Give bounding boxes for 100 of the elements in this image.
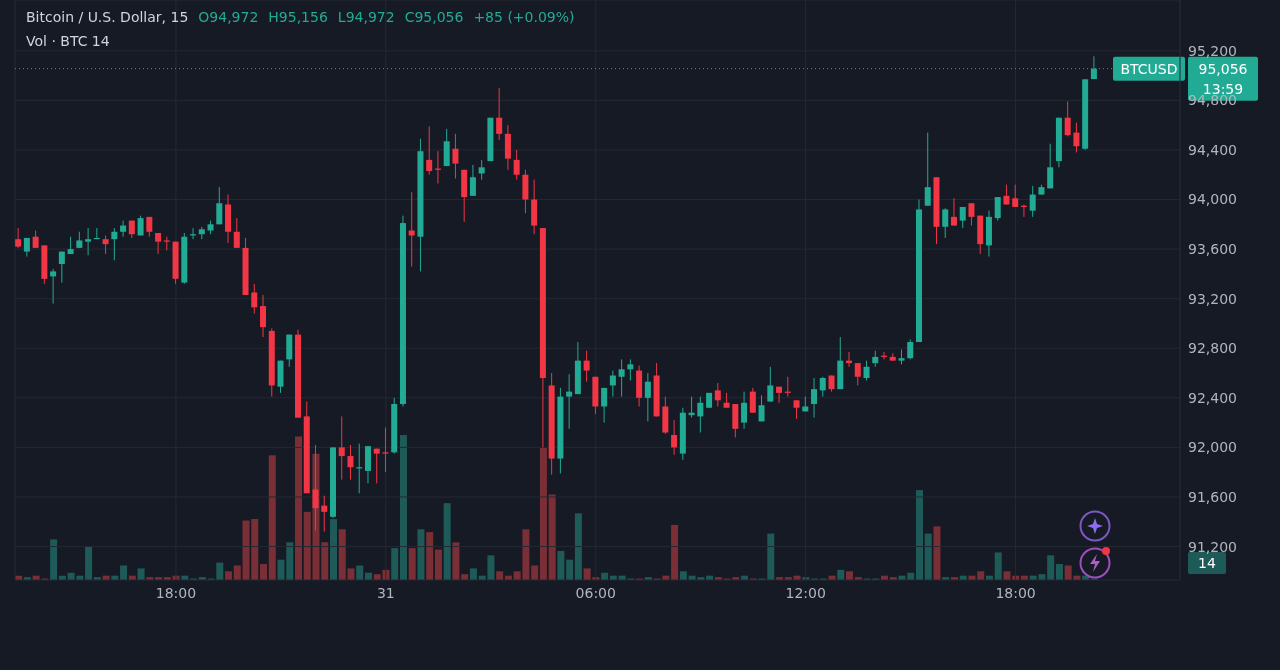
- candlestick: [1064, 101, 1071, 137]
- candlestick: [15, 227, 22, 249]
- y-tick-label: 94,000: [1188, 191, 1237, 208]
- candlestick: [1012, 184, 1019, 208]
- bar: [539, 448, 547, 580]
- chart-title: Vol · BTC 14: [26, 33, 110, 49]
- candlestick: [968, 202, 975, 227]
- bar: [671, 524, 679, 580]
- candlestick: [854, 362, 861, 386]
- candlestick: [609, 370, 616, 398]
- candlestick: [714, 382, 721, 407]
- candlestick: [924, 132, 931, 207]
- bar: [50, 539, 58, 580]
- y-tick-label: 95,200: [1188, 42, 1237, 59]
- bar: [977, 571, 985, 580]
- candlestick: [749, 387, 756, 414]
- candlestick: [758, 394, 765, 422]
- candlestick: [950, 197, 957, 227]
- annotation: H95,156: [268, 9, 328, 25]
- bar: [496, 571, 504, 580]
- annotation: +85 (+0.09%): [473, 9, 575, 25]
- annotation: C95,056: [404, 9, 464, 25]
- bar: [391, 548, 399, 580]
- candlestick: [583, 350, 590, 383]
- candlestick: [496, 87, 503, 141]
- candlestick: [469, 164, 476, 197]
- bar: [417, 529, 425, 580]
- candlestick: [819, 376, 826, 398]
- candlestick: [58, 251, 65, 284]
- candlestick: [513, 149, 520, 181]
- bar: [452, 542, 460, 580]
- candlestick: [994, 196, 1001, 222]
- candlestick: [85, 227, 92, 256]
- candlestick: [233, 217, 240, 249]
- candlestick: [1073, 122, 1080, 153]
- bar: [846, 571, 854, 580]
- candlestick: [251, 283, 258, 315]
- bar: [1047, 555, 1055, 580]
- candlestick: [50, 268, 57, 305]
- candlestick: [478, 159, 485, 181]
- candlestick: [671, 419, 678, 456]
- bar: [566, 559, 574, 580]
- y-tick-label: 93,600: [1188, 241, 1237, 258]
- candlestick: [1047, 143, 1054, 189]
- candlestick: [776, 386, 783, 404]
- candlestick: [566, 373, 573, 430]
- candlestick: [907, 339, 914, 360]
- bar: [443, 503, 451, 580]
- text: 14: [1198, 555, 1216, 571]
- bar: [767, 533, 775, 580]
- annotation: O94,972: [198, 9, 259, 25]
- candlestick: [426, 125, 433, 176]
- candlestick: [102, 234, 109, 255]
- annotation: L94,972: [337, 9, 395, 25]
- candlestick: [793, 399, 800, 420]
- candlestick: [321, 495, 328, 533]
- bar: [426, 532, 434, 580]
- bar: [434, 549, 442, 580]
- bar: [557, 551, 565, 580]
- bar: [548, 494, 556, 580]
- candlestick: [260, 294, 267, 338]
- text: Bitcoin / U.S. Dollar, 15: [26, 9, 189, 25]
- bar: [216, 562, 224, 580]
- bar: [329, 519, 337, 580]
- candlestick: [347, 444, 354, 481]
- y-tick-label: 92,800: [1188, 340, 1237, 357]
- bar: [268, 455, 276, 580]
- candlestick: [863, 360, 870, 381]
- candlestick: [452, 133, 459, 179]
- ref-line-label: 95,056: [1198, 60, 1248, 77]
- y-tick-label: 94,400: [1188, 141, 1237, 158]
- x-tick-label: 12:00: [785, 584, 826, 601]
- candlestick: [627, 358, 634, 381]
- bar: [994, 552, 1002, 580]
- bar: [1003, 571, 1011, 580]
- candlestick: [120, 220, 127, 238]
- candlestick: [338, 415, 345, 481]
- x-tick-label: 18:00: [155, 584, 197, 601]
- candlestick: [382, 427, 389, 473]
- bar: [915, 490, 923, 580]
- candlestick: [697, 396, 704, 434]
- y-tick-label: 91,200: [1188, 538, 1237, 555]
- bar: [260, 564, 268, 580]
- x-tick-label: 18:00: [995, 584, 1036, 601]
- candlestick: [373, 448, 380, 484]
- candlestick: [618, 358, 625, 398]
- y-tick-label: 92,400: [1188, 389, 1237, 406]
- candlestick: [942, 207, 949, 239]
- y-tick-label: 93,200: [1188, 290, 1237, 307]
- bar: [408, 548, 416, 580]
- bar: [924, 533, 932, 580]
- candlestick: [1029, 185, 1036, 218]
- bar: [1055, 564, 1063, 580]
- y-tick-label: 91,600: [1188, 488, 1237, 505]
- candlestick: [767, 366, 774, 403]
- bar: [399, 435, 407, 580]
- annotation: BTCUSD: [1120, 60, 1178, 77]
- x-tick-label: 31: [376, 584, 395, 601]
- y-tick-label: 92,000: [1188, 439, 1237, 456]
- bar: [137, 568, 145, 580]
